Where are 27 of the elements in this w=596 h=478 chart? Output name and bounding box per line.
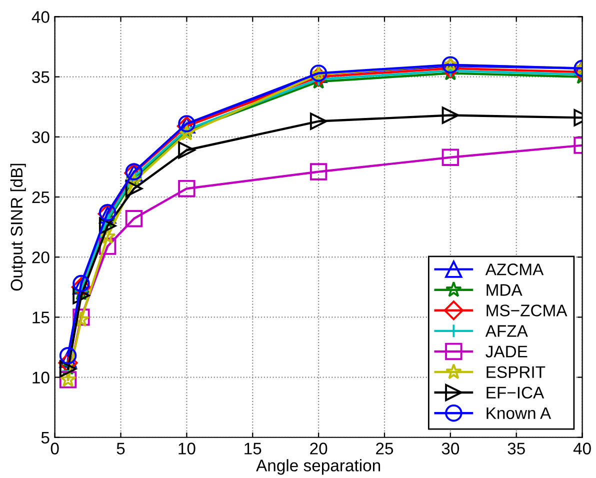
legend-label: ESPRIT xyxy=(486,366,546,378)
legend-label: MS−ZCMA xyxy=(486,304,568,316)
x-tick-label: 5 xyxy=(116,442,125,454)
y-tick-label: 5 xyxy=(41,432,50,444)
legend-label: MDA xyxy=(486,284,522,296)
x-tick-label: 10 xyxy=(178,442,196,454)
legend-label: EF−ICA xyxy=(486,386,544,399)
x-axis-title: Angle separation xyxy=(256,459,380,475)
x-tick-label: 0 xyxy=(50,442,59,454)
legend-label: JADE xyxy=(486,346,528,358)
y-axis-title: Output SINR [dB] xyxy=(10,164,26,291)
y-tick-label: 35 xyxy=(32,71,50,84)
y-tick-label: 40 xyxy=(32,11,50,23)
x-tick-label: 20 xyxy=(310,442,328,454)
x-tick-label: 30 xyxy=(442,442,460,454)
y-tick-label: 30 xyxy=(32,131,50,144)
x-tick-label: 35 xyxy=(508,442,525,454)
x-tick-label: 25 xyxy=(376,442,394,454)
legend-label: AFZA xyxy=(485,325,528,337)
x-tick-label: 15 xyxy=(244,442,262,454)
y-tick-label: 20 xyxy=(32,251,50,264)
y-tick-label: 25 xyxy=(32,191,50,204)
legend-label: AZCMA xyxy=(485,264,544,276)
y-tick-label: 10 xyxy=(32,372,50,384)
legend-label: Known A xyxy=(486,407,552,420)
y-tick-label: 15 xyxy=(32,312,50,324)
x-tick-label: 40 xyxy=(573,442,591,454)
